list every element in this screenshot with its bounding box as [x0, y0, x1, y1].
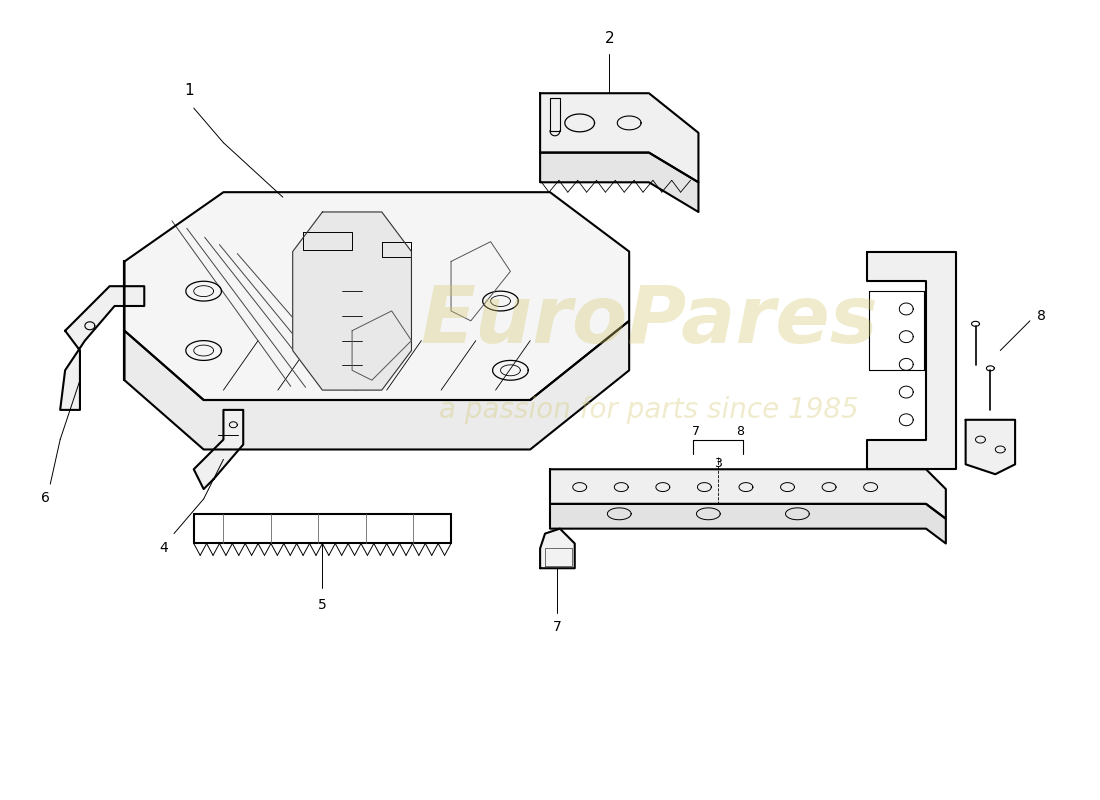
Polygon shape [867, 251, 956, 470]
Text: 6: 6 [41, 491, 50, 505]
Polygon shape [124, 192, 629, 400]
Text: 5: 5 [318, 598, 327, 612]
Polygon shape [540, 94, 698, 182]
Text: 2: 2 [605, 30, 614, 46]
Text: 4: 4 [160, 541, 168, 554]
Text: 3: 3 [714, 458, 723, 470]
Polygon shape [540, 529, 574, 568]
Polygon shape [540, 153, 698, 212]
Text: 1: 1 [184, 83, 194, 98]
Text: 8: 8 [736, 425, 744, 438]
Polygon shape [293, 212, 411, 390]
Text: 7: 7 [552, 620, 561, 634]
Polygon shape [966, 420, 1015, 474]
Text: 8: 8 [1037, 309, 1046, 323]
Polygon shape [550, 504, 946, 543]
Polygon shape [60, 286, 144, 410]
Polygon shape [550, 470, 946, 518]
Polygon shape [194, 410, 243, 489]
Text: 7: 7 [693, 425, 701, 438]
Text: EuroPares: EuroPares [420, 282, 878, 360]
Polygon shape [124, 321, 629, 450]
Text: a passion for parts since 1985: a passion for parts since 1985 [439, 396, 859, 424]
